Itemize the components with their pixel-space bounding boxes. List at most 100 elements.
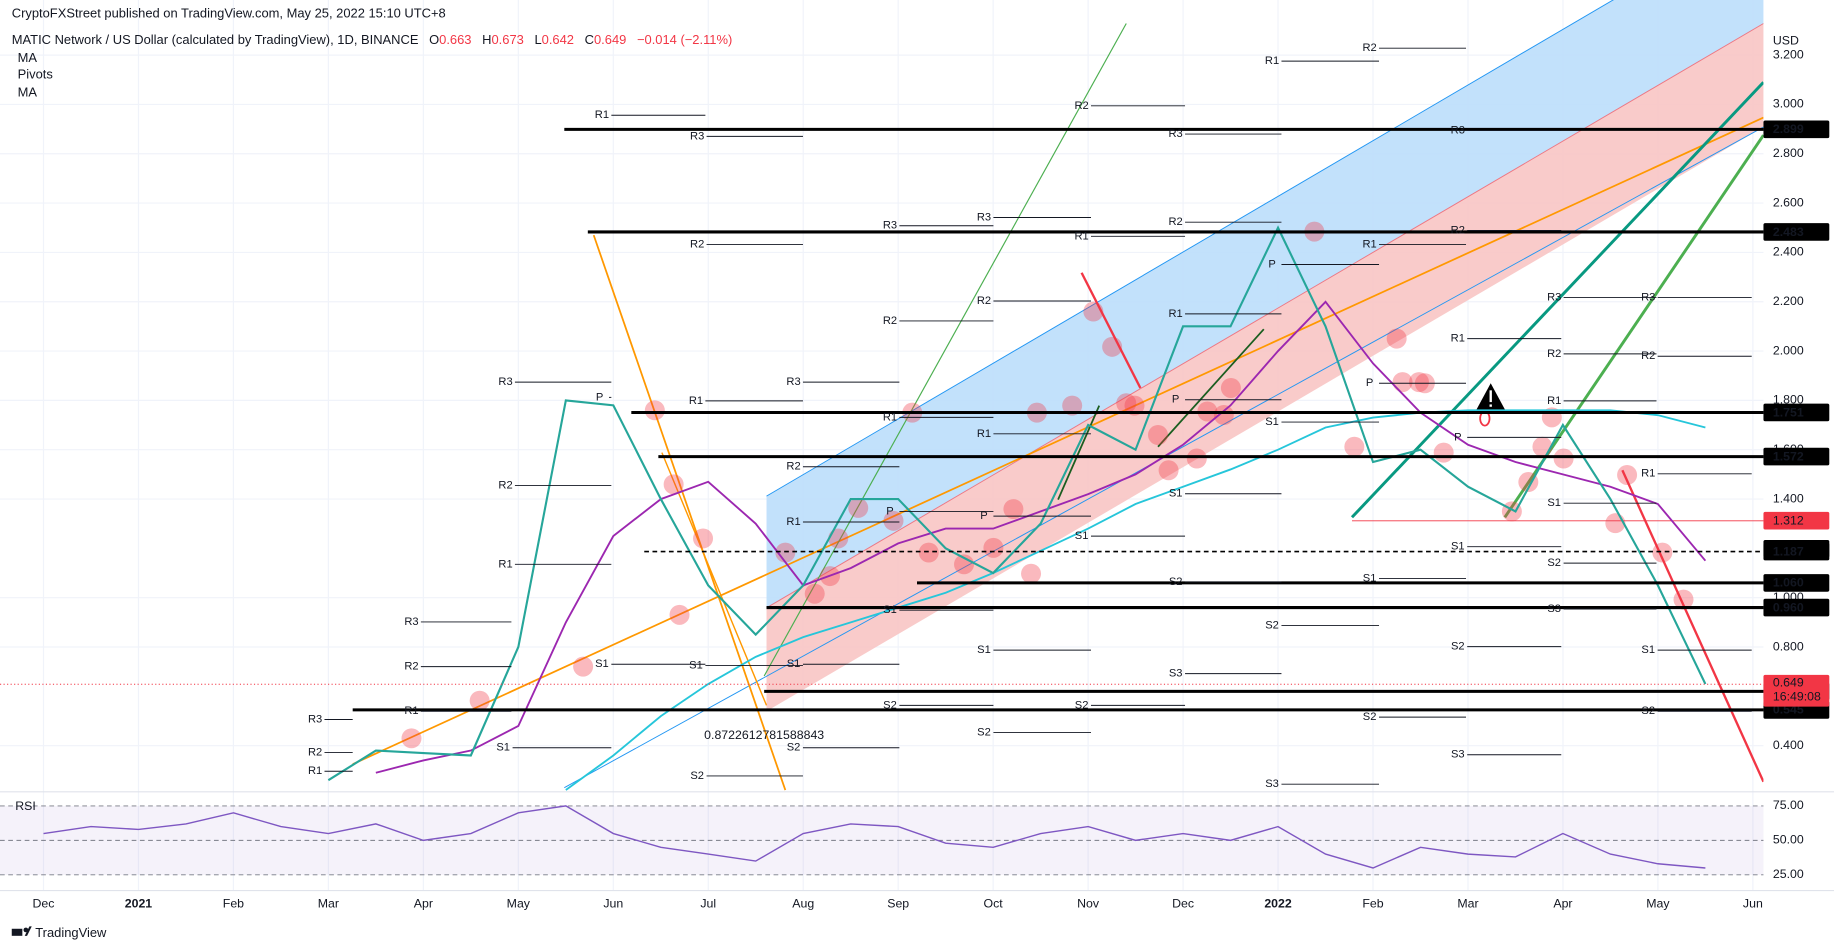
- pivot-label: S1: [1075, 530, 1089, 542]
- level-box: [1763, 598, 1830, 617]
- ohlc-label: H: [482, 33, 491, 48]
- level-box: [1763, 574, 1830, 592]
- x-tick-label: May: [507, 896, 531, 910]
- pivot-label: S2: [1265, 619, 1279, 631]
- x-tick-label: Aug: [792, 896, 814, 910]
- ohlc-label: O: [429, 33, 439, 48]
- pivot-label: S2: [787, 742, 801, 754]
- rsi-pane: 75.00 50.00 25.00: [0, 798, 1804, 881]
- touch-point: [1673, 589, 1694, 610]
- pivot-label: R3: [1451, 124, 1465, 136]
- pivot-label: R3: [404, 616, 418, 628]
- level-box: [1763, 223, 1830, 241]
- plot: [0, 127, 1764, 791]
- rsi-tick-label: 75.00: [1773, 798, 1804, 812]
- pivot-label: P: [596, 391, 603, 403]
- touch-point: [918, 542, 939, 563]
- touch-point: [669, 604, 690, 625]
- pivot-label: S1: [1265, 416, 1279, 428]
- change: −0.014 (−2.11%): [637, 33, 732, 48]
- legend-entry[interactable]: Pivots: [18, 67, 53, 82]
- annotation: 0.8722612781588843: [704, 728, 824, 742]
- pivot-label: S2: [1075, 699, 1089, 711]
- touch-point: [1553, 448, 1574, 469]
- pivot-label: S2: [1363, 711, 1377, 723]
- trend-line: [592, 234, 787, 791]
- pivot-label: S3: [1169, 668, 1183, 680]
- touch-point: [693, 528, 714, 549]
- x-tick-label: Jun: [603, 896, 623, 910]
- moving-average: [565, 409, 1706, 791]
- touch-point: [828, 528, 849, 549]
- touch-point: [848, 497, 869, 518]
- touch-point: [663, 474, 684, 495]
- rsi-title: RSI: [15, 799, 36, 813]
- rsi-line: [43, 805, 1706, 869]
- touch-point: [469, 690, 490, 711]
- price-line: [327, 225, 1707, 782]
- touch-point: [1652, 542, 1673, 563]
- y-tick-label: 2.200: [1773, 294, 1804, 308]
- ohlc-value: 0.649: [594, 33, 626, 48]
- x-tick-label: May: [1646, 896, 1670, 910]
- touch-point: [1062, 395, 1083, 416]
- x-tick-label: Mar: [318, 896, 339, 910]
- touch-point: [1158, 460, 1179, 481]
- level-label: 2.483: [1773, 225, 1804, 239]
- alert-label: 1.312: [1773, 514, 1804, 528]
- pivot-label: R3: [498, 376, 512, 388]
- trend-line: [661, 452, 768, 706]
- ohlc-label: L: [534, 33, 541, 48]
- pivot-label: R3: [308, 713, 322, 725]
- pivot-label: P: [886, 505, 893, 517]
- touch-point: [1116, 393, 1137, 414]
- touch-point: [1220, 377, 1241, 398]
- pivot-label: S2: [977, 726, 991, 738]
- pivot-label: R2: [786, 461, 800, 473]
- pivot-label: R1: [1451, 333, 1465, 345]
- touch-point: [401, 728, 422, 749]
- touch-point: [1409, 372, 1429, 393]
- pivot-label: R1: [595, 109, 609, 121]
- pivot-label: S1: [689, 659, 703, 671]
- x-tick-label: Apr: [414, 896, 433, 910]
- legend-entry[interactable]: MA: [18, 84, 38, 99]
- level-label: 2.899: [1773, 122, 1804, 136]
- x-tick-label: Mar: [1457, 896, 1478, 910]
- trend-line: [1621, 469, 1764, 783]
- touch-point: [1102, 336, 1123, 357]
- touch-point: [883, 510, 904, 531]
- pivot-label: S1: [883, 604, 897, 616]
- pivot-label: R2: [977, 295, 991, 307]
- level-box: [1763, 403, 1830, 422]
- publisher: CryptoFXStreet published on TradingView.…: [12, 6, 446, 21]
- pivot-label: R2: [1169, 216, 1183, 228]
- x-tick-label: Jul: [700, 896, 716, 910]
- y-tick-label: 2.400: [1773, 245, 1804, 259]
- y-tick-label: 2.800: [1773, 146, 1804, 160]
- touch-point: [804, 583, 825, 604]
- legend-entry[interactable]: MA: [18, 50, 38, 65]
- touch-point: [1532, 436, 1553, 457]
- level-label: 1.060: [1773, 576, 1804, 590]
- y-tick-label: 1.800: [1773, 393, 1804, 407]
- last-price-box: [1763, 674, 1830, 707]
- level-box: [1763, 447, 1830, 466]
- brand-logo: [11, 926, 32, 936]
- trend-line: [1057, 405, 1101, 501]
- level-label: 1.751: [1773, 405, 1804, 419]
- pivot-label: S1: [977, 644, 991, 656]
- x-tick-label: Dec: [33, 896, 55, 910]
- level-box: [1763, 120, 1830, 139]
- pivot-label: S3: [1547, 603, 1561, 615]
- x-tick-label: Jun: [1743, 896, 1763, 910]
- pivot-label: R1: [1265, 55, 1279, 67]
- touch-point: [573, 656, 594, 677]
- y-tick-label: 2.000: [1773, 343, 1804, 357]
- touch-point: [1605, 513, 1626, 534]
- y-tick-label: 0.800: [1773, 639, 1804, 653]
- trend-line: [1157, 328, 1265, 448]
- warning-icon: [1489, 390, 1492, 403]
- pivot-label: R1: [308, 765, 322, 777]
